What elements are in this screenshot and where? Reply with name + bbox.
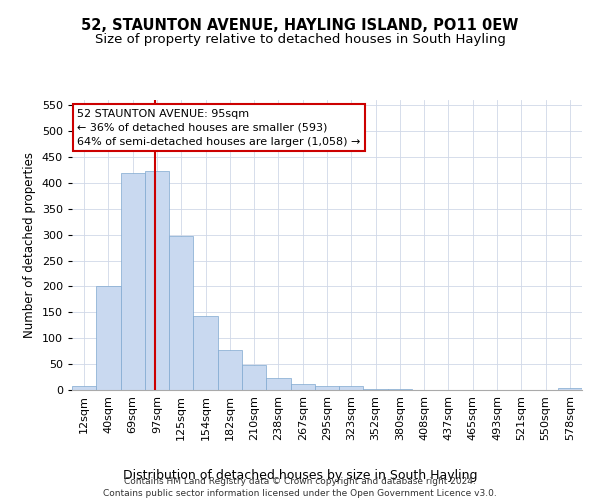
Bar [145,172,169,390]
Bar [96,286,121,390]
Text: Size of property relative to detached houses in South Hayling: Size of property relative to detached ho… [95,32,505,46]
Y-axis label: Number of detached properties: Number of detached properties [23,152,36,338]
Text: Contains HM Land Registry data © Crown copyright and database right 2024.
Contai: Contains HM Land Registry data © Crown c… [103,476,497,498]
Bar [558,388,582,390]
Bar [121,172,145,390]
Bar [290,384,315,390]
Bar [315,386,339,390]
Text: 52 STAUNTON AVENUE: 95sqm
← 36% of detached houses are smaller (593)
64% of semi: 52 STAUNTON AVENUE: 95sqm ← 36% of detac… [77,108,361,146]
Bar [364,389,388,390]
Bar [218,350,242,390]
Bar [266,378,290,390]
Text: Distribution of detached houses by size in South Hayling: Distribution of detached houses by size … [123,470,477,482]
Bar [193,316,218,390]
Text: 52, STAUNTON AVENUE, HAYLING ISLAND, PO11 0EW: 52, STAUNTON AVENUE, HAYLING ISLAND, PO1… [82,18,518,32]
Bar [242,365,266,390]
Bar [169,236,193,390]
Bar [339,386,364,390]
Bar [72,386,96,390]
